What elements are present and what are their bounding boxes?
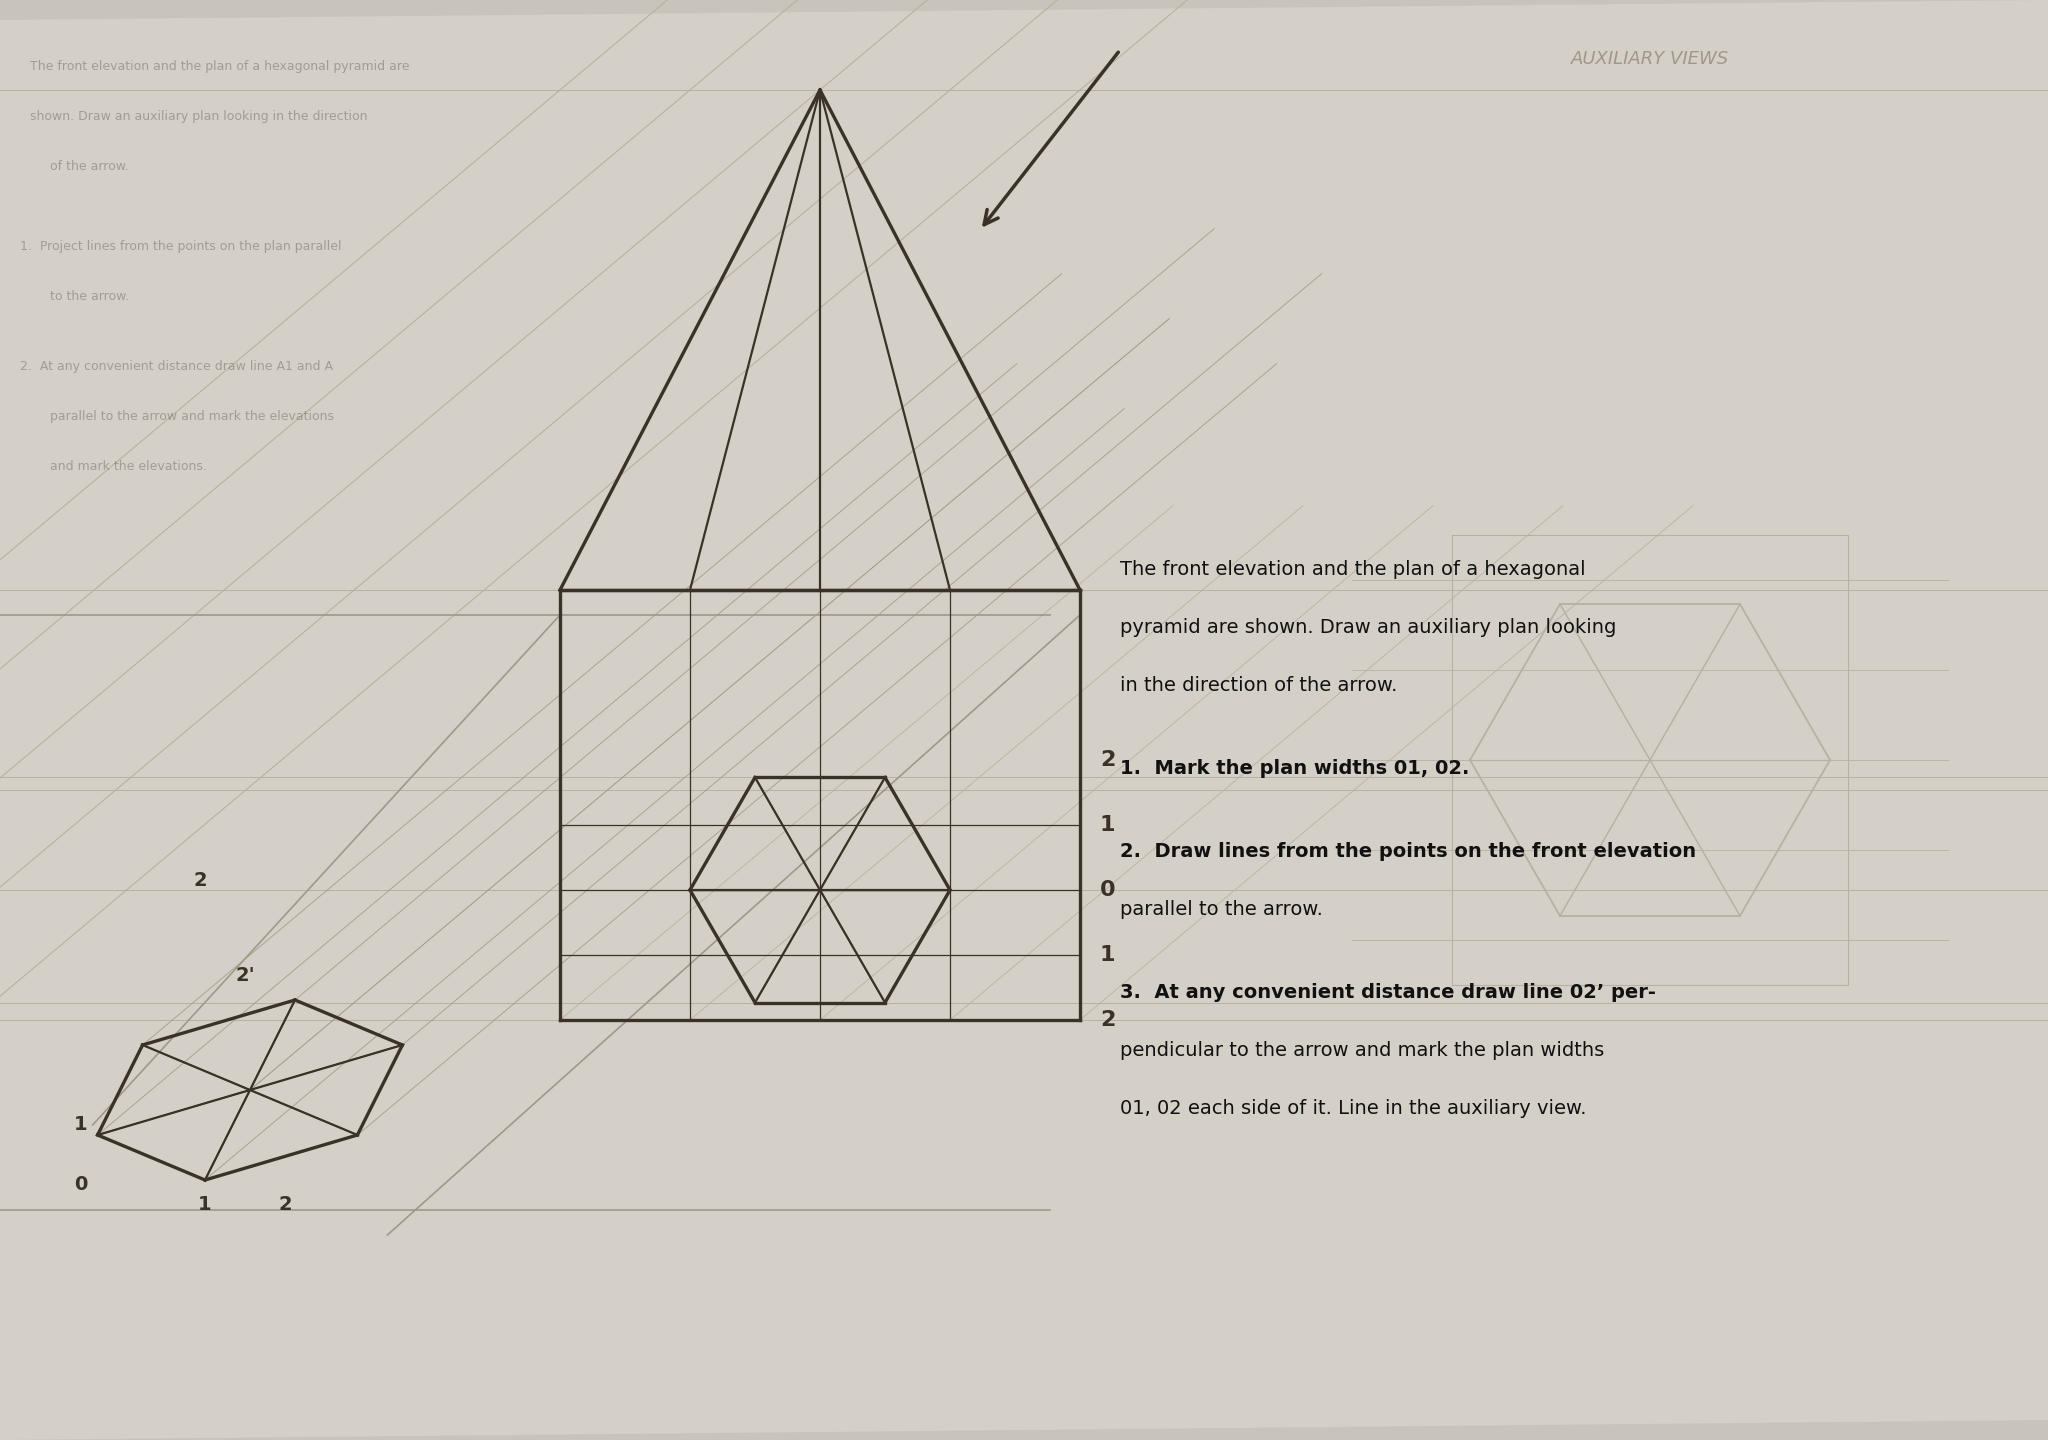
Text: 2: 2 xyxy=(279,1195,291,1214)
Text: 0: 0 xyxy=(74,1175,88,1195)
Text: 1.  Project lines from the points on the plan parallel: 1. Project lines from the points on the … xyxy=(20,240,342,253)
Text: 3.  At any convenient distance draw line 02’ per-: 3. At any convenient distance draw line … xyxy=(1120,984,1657,1002)
Text: The front elevation and the plan of a hexagonal: The front elevation and the plan of a he… xyxy=(1120,560,1585,579)
Text: 2: 2 xyxy=(1100,1009,1116,1030)
Text: 1.  Mark the plan widths 01, 02.: 1. Mark the plan widths 01, 02. xyxy=(1120,759,1468,778)
Text: 2': 2' xyxy=(236,966,256,985)
Text: 2: 2 xyxy=(193,871,207,890)
Text: 2: 2 xyxy=(1100,750,1116,770)
Text: 01, 02 each side of it. Line in the auxiliary view.: 01, 02 each side of it. Line in the auxi… xyxy=(1120,1099,1587,1117)
Text: AUXILIARY VIEWS: AUXILIARY VIEWS xyxy=(1571,50,1729,68)
Text: 1: 1 xyxy=(1100,815,1116,835)
Text: of the arrow.: of the arrow. xyxy=(49,160,129,173)
Text: 2.  At any convenient distance draw line A1 and A: 2. At any convenient distance draw line … xyxy=(20,360,334,373)
Text: 1: 1 xyxy=(199,1195,211,1214)
Text: 2.  Draw lines from the points on the front elevation: 2. Draw lines from the points on the fro… xyxy=(1120,842,1696,861)
Text: parallel to the arrow and mark the elevations: parallel to the arrow and mark the eleva… xyxy=(49,410,334,423)
Text: pendicular to the arrow and mark the plan widths: pendicular to the arrow and mark the pla… xyxy=(1120,1041,1604,1060)
Text: 0: 0 xyxy=(1100,880,1116,900)
Text: 1: 1 xyxy=(74,1116,88,1135)
Text: The front elevation and the plan of a hexagonal pyramid are: The front elevation and the plan of a he… xyxy=(31,60,410,73)
Text: parallel to the arrow.: parallel to the arrow. xyxy=(1120,900,1323,919)
Text: pyramid are shown. Draw an auxiliary plan looking: pyramid are shown. Draw an auxiliary pla… xyxy=(1120,618,1616,636)
Text: shown. Draw an auxiliary plan looking in the direction: shown. Draw an auxiliary plan looking in… xyxy=(31,109,367,122)
Text: to the arrow.: to the arrow. xyxy=(49,289,129,302)
Text: 1: 1 xyxy=(1100,945,1116,965)
Text: in the direction of the arrow.: in the direction of the arrow. xyxy=(1120,675,1397,696)
Text: and mark the elevations.: and mark the elevations. xyxy=(49,459,207,472)
